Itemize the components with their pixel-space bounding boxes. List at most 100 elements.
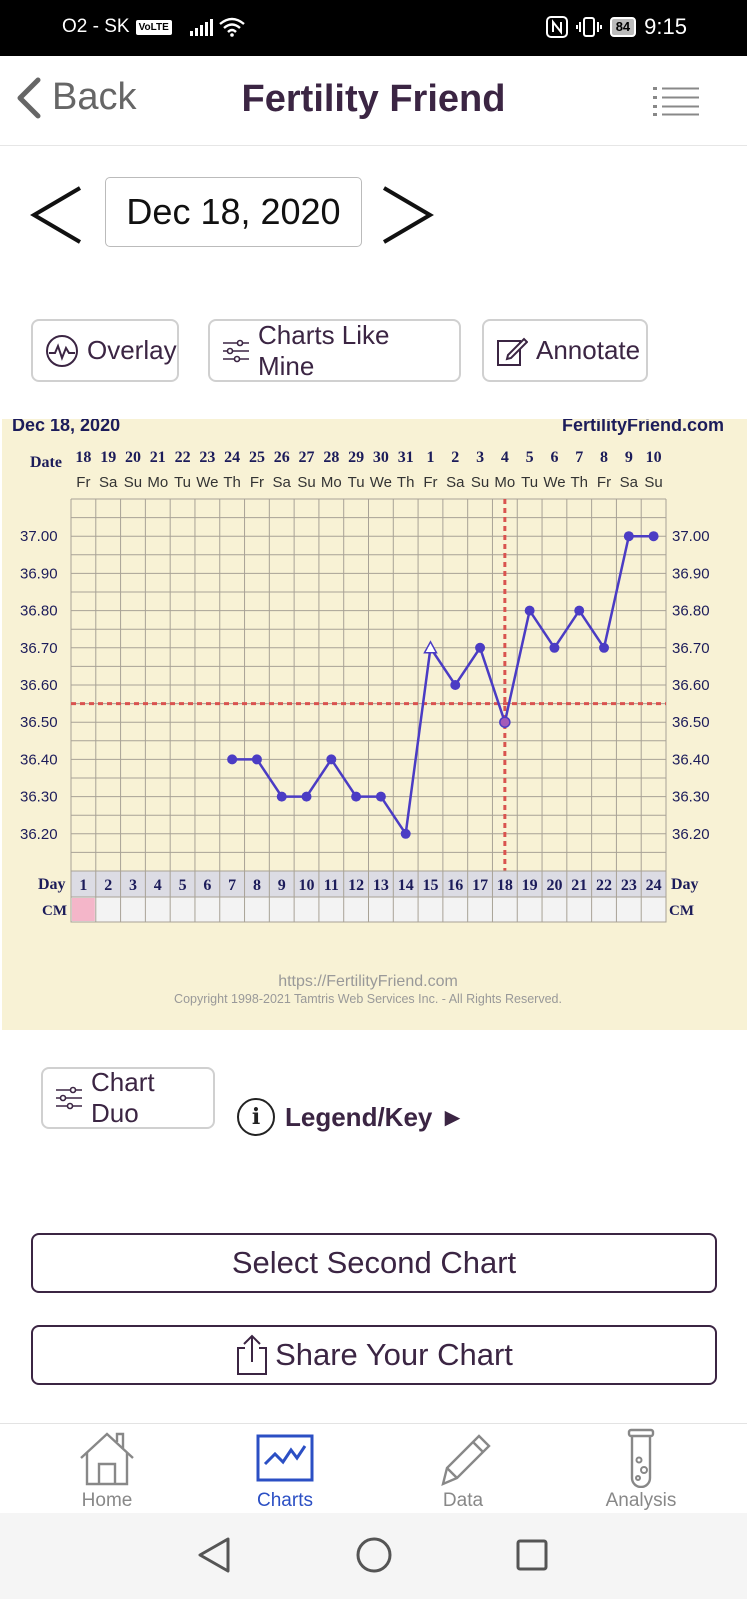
tab-home-label: Home <box>81 1490 133 1511</box>
day-tick-label: 1 <box>79 877 87 894</box>
y-tick-label-right: 36.80 <box>672 603 710 620</box>
system-home-icon[interactable] <box>354 1535 394 1575</box>
chart-header-date: Dec 18, 2020 <box>12 419 120 435</box>
day-tick-label: 5 <box>179 877 187 894</box>
info-icon: i <box>237 1098 275 1136</box>
wifi-icon <box>218 17 245 37</box>
back-label: Back <box>52 76 137 118</box>
select-second-chart-button[interactable]: Select Second Chart <box>31 1233 717 1293</box>
day-row-label-left: Day <box>38 876 66 893</box>
weekday-tick-label: Su <box>644 474 662 491</box>
temperature-point <box>574 605 585 616</box>
system-navigation-bar <box>0 1513 747 1599</box>
day-tick-label: 10 <box>299 877 315 894</box>
temperature-point-open <box>423 640 438 654</box>
edit-note-icon <box>497 337 528 366</box>
date-tick-label: 7 <box>575 449 583 466</box>
day-tick-label: 20 <box>546 877 562 894</box>
charts-like-mine-label: Charts Like Mine <box>258 319 390 381</box>
date-selector[interactable]: Dec 18, 2020 <box>105 177 362 247</box>
share-icon <box>237 1334 268 1375</box>
back-button[interactable]: Back <box>14 76 136 119</box>
cm-row-label-left: CM <box>42 903 67 919</box>
overlay-button[interactable]: Overlay <box>31 319 179 382</box>
menu-icon[interactable] <box>653 86 699 116</box>
charts-like-mine-button[interactable]: Charts Like Mine <box>208 319 461 382</box>
weekday-tick-label: Sa <box>446 474 465 491</box>
date-tick-label: 1 <box>426 449 434 466</box>
volte-badge: VoLTE <box>135 19 172 35</box>
weekday-tick-label: Tu <box>348 474 365 491</box>
weekday-tick-label: Th <box>570 474 588 491</box>
temperature-point <box>623 531 634 542</box>
date-tick-label: 10 <box>646 449 662 466</box>
temperature-point <box>400 828 411 839</box>
y-tick-label-right: 36.60 <box>672 677 710 694</box>
tab-charts[interactable]: Charts <box>215 1424 355 1514</box>
date-tick-label: 25 <box>249 449 265 466</box>
share-chart-button[interactable]: Share Your Chart <box>31 1325 717 1385</box>
date-row-label: Date <box>30 454 62 471</box>
date-tick-label: 24 <box>224 449 240 466</box>
temperature-point <box>326 754 337 765</box>
y-tick-label-left: 36.90 <box>20 565 58 582</box>
temperature-point <box>227 754 238 765</box>
temperature-point <box>276 791 287 802</box>
tab-data[interactable]: Data <box>393 1424 533 1514</box>
chevron-left-icon <box>17 77 41 118</box>
weekday-tick-label: Sa <box>620 474 639 491</box>
weekday-tick-label: We <box>543 474 565 491</box>
day-tick-label: 12 <box>348 877 364 894</box>
sliders-icon <box>223 339 249 362</box>
temperature-point <box>599 642 610 653</box>
date-tick-label: 28 <box>323 449 339 466</box>
temperature-point <box>301 791 312 802</box>
weekday-tick-label: Su <box>297 474 315 491</box>
day-tick-label: 22 <box>596 877 612 894</box>
date-tick-label: 2 <box>451 449 459 466</box>
temperature-point <box>648 531 659 542</box>
date-tick-label: 19 <box>100 449 116 466</box>
y-tick-label-right: 36.90 <box>672 565 710 582</box>
signal-icon <box>189 18 213 36</box>
chart-duo-button[interactable]: Chart Duo <box>41 1067 215 1129</box>
weekday-tick-label: Mo <box>321 474 342 491</box>
day-tick-label: 14 <box>398 877 414 894</box>
date-tick-label: 30 <box>373 449 389 466</box>
day-row-label-right: Day <box>671 876 699 893</box>
y-tick-label-right: 36.50 <box>672 714 710 731</box>
cm-highlight-cell <box>72 898 95 921</box>
legend-key-link[interactable]: i Legend/Key ► <box>237 1098 465 1136</box>
weekday-tick-label: Mo <box>494 474 515 491</box>
date-tick-label: 26 <box>274 449 290 466</box>
date-tick-label: 21 <box>150 449 166 466</box>
temperature-point <box>375 791 386 802</box>
share-chart-label: Share Your Chart <box>275 1337 513 1372</box>
next-date-arrow-icon[interactable] <box>378 180 436 250</box>
weekday-tick-label: Su <box>124 474 142 491</box>
weekday-tick-label: We <box>196 474 218 491</box>
day-tick-label: 3 <box>129 877 137 894</box>
system-back-icon[interactable] <box>196 1535 232 1575</box>
prev-date-arrow-icon[interactable] <box>28 180 86 250</box>
weekday-tick-label: Fr <box>76 474 90 491</box>
day-tick-label: 15 <box>422 877 438 894</box>
y-tick-label-right: 36.40 <box>672 751 710 768</box>
weekday-tick-label: Fr <box>597 474 611 491</box>
temperature-point <box>450 680 461 690</box>
system-recents-icon[interactable] <box>514 1535 550 1575</box>
date-tick-label: 4 <box>501 449 509 466</box>
pencil-icon <box>441 1434 491 1487</box>
chart-icon <box>256 1434 314 1482</box>
annotate-button[interactable]: Annotate <box>482 319 648 382</box>
temperature-point <box>351 791 362 802</box>
bbt-chart[interactable]: Dec 18, 2020 FertilityFriend.com Date 18 19 2… <box>2 419 747 1030</box>
weekday-tick-label: Tu <box>521 474 538 491</box>
y-tick-label-right: 36.70 <box>672 640 710 657</box>
day-tick-label: 2 <box>104 877 112 894</box>
tab-home[interactable]: Home <box>37 1424 177 1514</box>
tab-analysis[interactable]: Analysis <box>571 1424 711 1514</box>
weekday-tick-label: Fr <box>423 474 437 491</box>
date-tick-label: 20 <box>125 449 141 466</box>
